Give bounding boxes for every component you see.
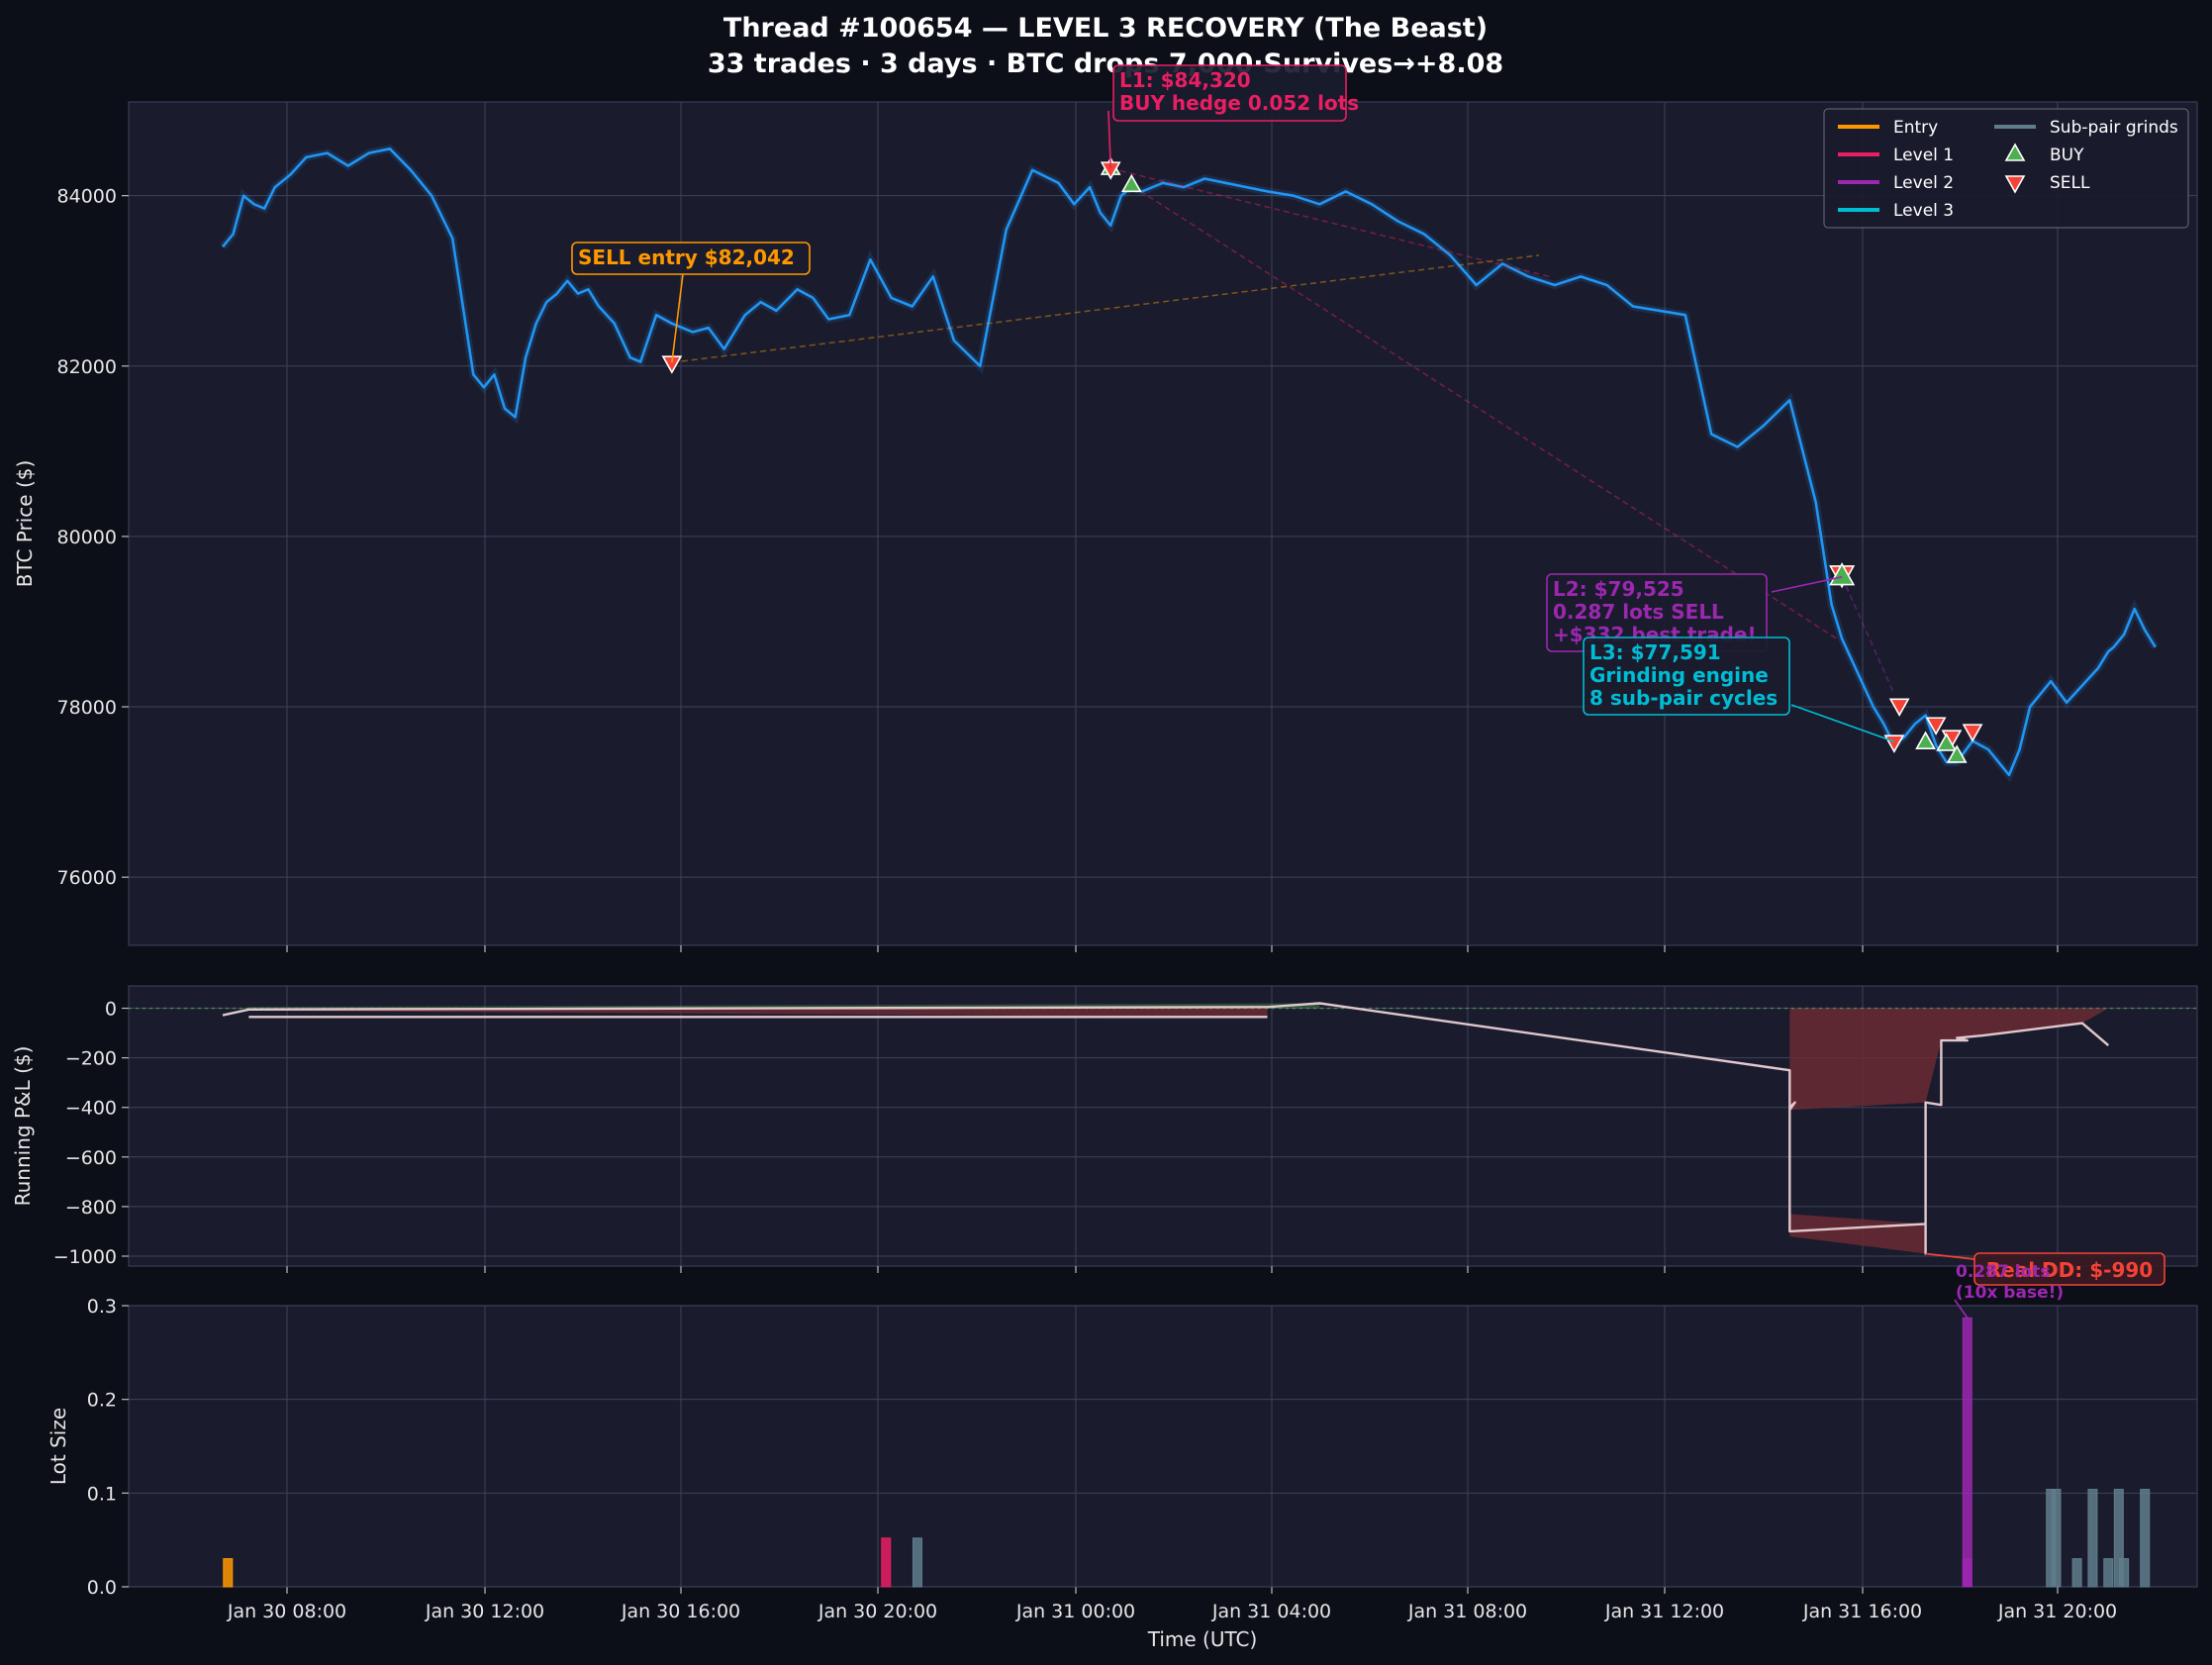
lot-annotation-text: (10x base!) — [1956, 1283, 2064, 1303]
pnl-line — [222, 1002, 2110, 1255]
lot-bar — [2103, 1558, 2114, 1588]
sell-marker — [1888, 698, 1910, 717]
pnl-ytick-label: −200 — [65, 1048, 117, 1070]
pnl-drawdown-fill — [1789, 1214, 1926, 1254]
xtick-label: Jan 31 04:00 — [1211, 1601, 1331, 1622]
chart-title-line1: Thread #100654 — LEVEL 3 RECOVERY (The B… — [723, 13, 1488, 44]
lot-bar — [912, 1537, 922, 1588]
lots-axes-background — [128, 1305, 2198, 1588]
lot-bar — [1962, 1558, 1972, 1588]
lot-bar — [2140, 1489, 2151, 1588]
price-axes-background — [128, 101, 2198, 946]
annotation-2-text: BUY hedge 0.052 lots — [1119, 91, 1359, 115]
trade-link-line — [1841, 576, 1895, 695]
dd-annotation-arrow — [1925, 1252, 1975, 1260]
trade-link-line — [1110, 167, 1550, 278]
legend-label: Sub-pair grinds — [2050, 118, 2178, 138]
legend: Entry Level 1 Level 2 Level 3 Sub-pair grind… — [1823, 108, 2189, 229]
dd-annotation-box — [1973, 1252, 2165, 1286]
sell-marker — [1962, 724, 1983, 742]
lots-ytick-label: 0.0 — [87, 1577, 117, 1599]
annotation-arrow — [671, 273, 684, 363]
lot-bar — [2051, 1489, 2062, 1588]
legend-sell-marker — [2004, 175, 2026, 194]
pnl-ytick-label: 0 — [105, 999, 117, 1021]
price-ytick-label: 84000 — [57, 186, 117, 208]
annotation-2-box — [1112, 64, 1347, 122]
pnl-drawdown-fill — [1789, 1008, 2109, 1111]
price-panel: 76000 78000 80000 82000 84000 BTC Price ($) SE… — [13, 64, 2198, 952]
legend-label: SELL — [2050, 173, 2090, 193]
lots-ytick-label: 0.1 — [87, 1483, 117, 1505]
trade-link-line — [671, 254, 1540, 363]
sell-marker — [1925, 717, 1947, 735]
lot-bar — [2119, 1558, 2130, 1588]
xtick-label: Jan 31 12:00 — [1604, 1601, 1724, 1622]
dd-annotation-text: Real DD: $-990 — [1986, 1258, 2153, 1282]
pnl-ylabel: Running P&L ($) — [11, 1046, 35, 1207]
xtick-label: Jan 31 08:00 — [1407, 1601, 1527, 1622]
chart-title-line2: 33 trades · 3 days · BTC drops 7,000·Sur… — [708, 49, 1503, 79]
xtick-label: Jan 31 16:00 — [1802, 1601, 1922, 1622]
legend-buy-marker — [2004, 143, 2026, 161]
lot-bar — [881, 1537, 892, 1588]
lot-bar — [2113, 1489, 2124, 1588]
annotation-3-text: 0.287 lots SELL — [1553, 600, 1724, 624]
annotation-4-box — [1583, 637, 1790, 716]
xtick-label: Jan 30 16:00 — [621, 1601, 740, 1622]
lot-bar — [2071, 1558, 2082, 1588]
buy-marker — [1915, 731, 1936, 749]
xtick-label: Jan 30 20:00 — [817, 1601, 937, 1622]
price-ytick-label: 80000 — [57, 527, 117, 548]
buy-marker — [1120, 173, 1142, 193]
annotation-4-text: 8 sub-pair cycles — [1589, 686, 1778, 710]
annotation-4-text: L3: $77,591 — [1589, 640, 1721, 664]
annotation-arrow — [1771, 576, 1843, 593]
xtick-label: Jan 30 12:00 — [425, 1601, 544, 1622]
lots-ytick-label: 0.2 — [87, 1390, 117, 1412]
legend-label: Level 3 — [1893, 201, 1954, 221]
lot-annotation-arrow — [1954, 1299, 1969, 1319]
legend-label: BUY — [2050, 146, 2084, 165]
price-ytick-label: 82000 — [57, 356, 117, 378]
lots-ytick-label: 0.3 — [87, 1296, 117, 1318]
buy-marker — [1829, 562, 1856, 586]
xlabel: Time (UTC) — [1147, 1627, 1258, 1651]
lot-annotation-text: 0.287 lots — [1956, 1262, 2050, 1282]
lots-ylabel: Lot Size — [47, 1408, 70, 1485]
price-ytick-label: 76000 — [57, 867, 117, 889]
annotation-3-text: L2: $79,525 — [1553, 577, 1684, 601]
price-ytick-label: 78000 — [57, 697, 117, 719]
annotation-1-text: SELL entry $82,042 — [578, 245, 795, 269]
annotation-4-text: Grinding engine — [1589, 663, 1769, 687]
xtick-label: Jan 31 00:00 — [1015, 1601, 1135, 1622]
lot-bar — [223, 1558, 234, 1588]
annotation-1-box — [571, 242, 811, 275]
legend-label: Entry — [1893, 118, 1938, 138]
lots-panel: 0.0 0.1 0.2 0.3 Lot Size Jan 30 08:00 Jan 30 1… — [47, 1262, 2198, 1651]
trade-link-line — [1130, 184, 1838, 639]
legend-frame — [1823, 108, 2189, 229]
annotation-arrow — [1107, 110, 1112, 169]
lot-bar — [2087, 1489, 2098, 1588]
legend-label: Level 1 — [1893, 146, 1954, 165]
xtick-label: Jan 30 08:00 — [227, 1601, 346, 1622]
legend-label: Level 2 — [1893, 173, 1954, 193]
annotation-arrow — [1790, 704, 1895, 742]
buy-marker — [1946, 744, 1968, 763]
pnl-ytick-label: −1000 — [53, 1246, 117, 1268]
pnl-ytick-label: −800 — [65, 1197, 117, 1219]
pnl-panel: 0 −200 −400 −600 −800 −1000 Running P&L ($) Rea… — [11, 985, 2198, 1286]
pnl-ytick-label: −600 — [65, 1147, 117, 1169]
xtick-label: Jan 31 20:00 — [1997, 1601, 2117, 1622]
annotation-2-text: L1: $84,320 — [1119, 68, 1251, 92]
buy-marker — [1936, 733, 1958, 751]
pnl-ytick-label: −400 — [65, 1098, 117, 1120]
price-ylabel: BTC Price ($) — [13, 460, 37, 588]
lot-bar — [1962, 1317, 1972, 1588]
